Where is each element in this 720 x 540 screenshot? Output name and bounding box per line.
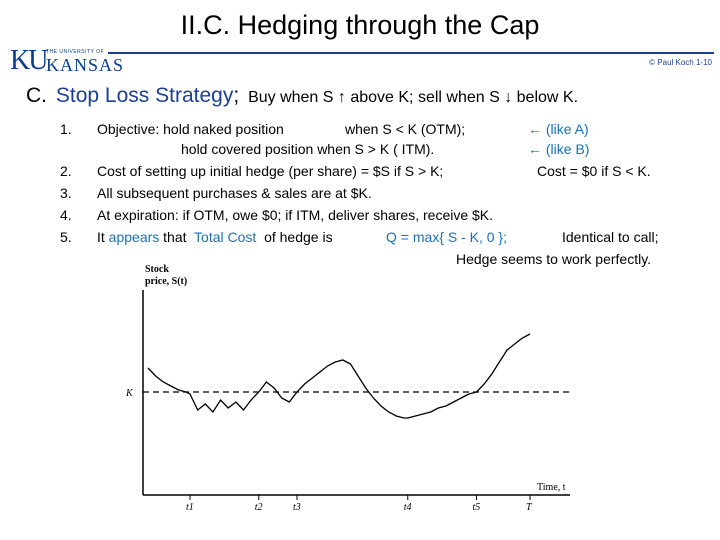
- item-5-it: It: [97, 229, 105, 245]
- x-axis-label: Time, t: [537, 482, 566, 493]
- section-letter: C.: [26, 84, 47, 107]
- x-tick-label: t4: [404, 502, 412, 513]
- item-5-formula: Q = max{ S - K, 0 };: [386, 229, 507, 245]
- x-tick-label: t2: [255, 502, 263, 513]
- item-5-of-hedge: of hedge is: [264, 229, 333, 245]
- section-heading: C. Stop Loss Strategy; Buy when S ↑ abov…: [26, 84, 578, 108]
- item-5-identical: Identical to call;: [562, 229, 659, 245]
- section-semicolon: ;: [233, 84, 240, 107]
- item-1-line-1a: Objective: hold naked position: [97, 121, 284, 137]
- ku-logo: KU THE UNIVERSITY OF KANSAS: [10, 45, 123, 76]
- item-4-text: At expiration: if OTM, owe $0; if ITM, d…: [97, 207, 494, 223]
- item-2-text-cost: Cost = $0 if S < K.: [537, 163, 651, 179]
- logo-kansas-text: KANSAS: [46, 55, 125, 75]
- ku-monogram: KU: [10, 45, 48, 76]
- item-1-arrow-b: ← (like B): [528, 141, 590, 157]
- item-number: 1.: [60, 121, 72, 137]
- copyright: © Paul Koch 1-10: [649, 58, 712, 67]
- item-1-arrow-a: ← (like A): [528, 121, 589, 137]
- section-label: Stop Loss Strategy: [55, 84, 234, 107]
- item-5-text: It appears that Total Cost of hedge is: [97, 229, 333, 245]
- item-5-that: that: [163, 229, 187, 245]
- item-3-text: All subsequent purchases & sales are at …: [97, 185, 372, 201]
- x-tick-label: t5: [473, 502, 481, 513]
- x-tick-label: t3: [293, 502, 301, 513]
- stock-price-path: [147, 333, 531, 419]
- item-1-line-2: hold covered position when S > K ( ITM).: [181, 141, 435, 157]
- item-5-appears: appears: [108, 229, 160, 245]
- item-2-text: Cost of setting up initial hedge (per sh…: [97, 163, 444, 179]
- k-label: K: [125, 388, 134, 399]
- y-axis-label-2: price, S(t): [145, 276, 187, 287]
- item-number: 3.: [60, 185, 72, 201]
- item-number: 2.: [60, 163, 72, 179]
- item-number: 4.: [60, 207, 72, 223]
- header-rule: [108, 52, 714, 54]
- x-tick-label: T: [526, 502, 533, 513]
- stock-price-chart: Stock price, S(t) Time, t K t1 t2 t3 t4 t5 T: [125, 264, 570, 513]
- x-tick-label: t1: [186, 502, 194, 513]
- slide-title: II.C. Hedging through the Cap: [180, 10, 540, 40]
- y-axis-label-1: Stock: [145, 264, 169, 275]
- item-1-line-1b: when S < K (OTM);: [345, 121, 466, 137]
- item-5-total-cost: Total Cost: [194, 229, 257, 245]
- logo-university-text: THE UNIVERSITY OF: [46, 49, 105, 55]
- section-rule-text: Buy when S ↑ above K; sell when S ↓ belo…: [248, 89, 579, 106]
- item-5-hedge-works: Hedge seems to work perfectly.: [456, 251, 652, 267]
- item-number: 5.: [60, 229, 72, 245]
